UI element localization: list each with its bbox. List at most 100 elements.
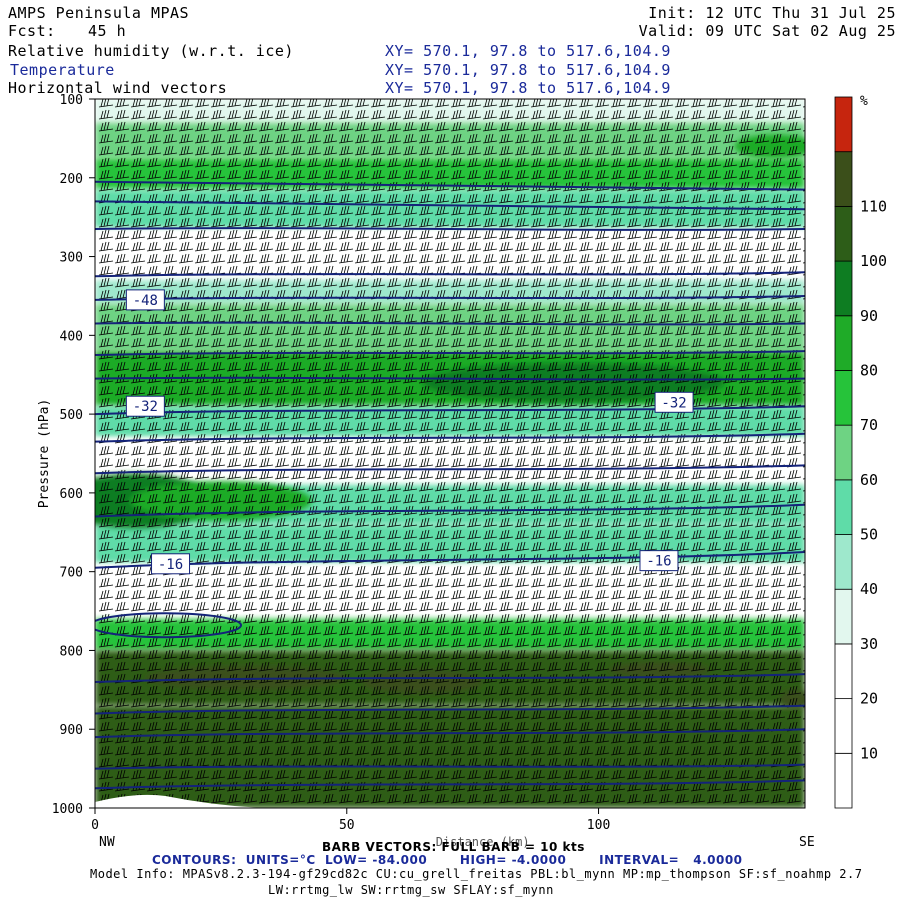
wind-barb [306, 253, 322, 264]
wind-barb [306, 169, 322, 180]
wind-barb [146, 253, 162, 264]
wind-barb [434, 637, 450, 648]
wind-barb [482, 721, 498, 732]
wind-barb [562, 277, 578, 288]
wind-barb [434, 661, 450, 672]
wind-barb [402, 793, 418, 804]
wind-barb [578, 433, 594, 444]
wind-barb [146, 457, 162, 468]
wind-barb [226, 361, 242, 372]
wind-barb [434, 313, 450, 324]
wind-barb [338, 169, 354, 180]
wind-barb [754, 589, 770, 600]
y-tick-label: 800 [60, 644, 83, 659]
wind-barb [370, 565, 386, 576]
wind-barb [274, 337, 290, 348]
field-xy-temperature: XY= 570.1, 97.8 to 517.6,104.9 [385, 61, 671, 79]
wind-barb [674, 205, 690, 216]
wind-barb [258, 709, 274, 720]
wind-barb [674, 517, 690, 528]
wind-barb [770, 385, 786, 396]
wind-barb [642, 481, 658, 492]
wind-barb [674, 253, 690, 264]
wind-barb [690, 661, 706, 672]
wind-barb [610, 349, 626, 360]
wind-barb [530, 361, 546, 372]
wind-barb [610, 99, 626, 108]
wind-barb [562, 505, 578, 516]
wind-barb [226, 469, 242, 480]
humidity-blob [361, 670, 483, 694]
wind-barb [242, 697, 258, 708]
wind-barb [338, 253, 354, 264]
wind-barb [562, 685, 578, 696]
wind-barb [690, 193, 706, 204]
wind-barb [146, 493, 162, 504]
wind-barb [178, 397, 194, 408]
wind-barb [178, 649, 194, 660]
wind-barb [450, 99, 466, 108]
wind-barb [450, 493, 466, 504]
wind-barb [546, 565, 562, 576]
wind-barb [626, 517, 642, 528]
wind-barb [434, 253, 450, 264]
wind-barb [322, 349, 338, 360]
wind-barb [418, 385, 434, 396]
wind-barb [482, 481, 498, 492]
wind-barb [690, 181, 706, 192]
wind-barb [130, 601, 146, 612]
wind-barb [306, 481, 322, 492]
wind-barb [354, 325, 370, 336]
wind-barb [706, 661, 722, 672]
wind-barb [338, 793, 354, 804]
wind-barb [114, 409, 130, 420]
wind-barb [98, 241, 114, 252]
wind-barb [306, 721, 322, 732]
wind-barb [658, 541, 674, 552]
wind-barb [786, 265, 802, 276]
wind-barb [418, 601, 434, 612]
wind-barb [146, 337, 162, 348]
wind-barb [578, 721, 594, 732]
wind-barb [578, 517, 594, 528]
wind-barb [626, 709, 642, 720]
colorbar-tick-label: 90 [860, 307, 878, 325]
wind-barb [450, 385, 466, 396]
wind-barb [562, 589, 578, 600]
wind-barb [146, 577, 162, 588]
wind-barb [130, 433, 146, 444]
wind-barb [514, 325, 530, 336]
wind-barb [674, 769, 690, 780]
wind-barb [402, 205, 418, 216]
wind-barb [386, 445, 402, 456]
wind-barb [642, 517, 658, 528]
y-tick-label: 500 [60, 408, 83, 423]
barb-note: BARB VECTORS: FULL BARB = 10 kts [322, 840, 585, 854]
wind-barb [146, 745, 162, 756]
wind-barb [306, 181, 322, 192]
wind-barb [754, 769, 770, 780]
wind-barb [162, 385, 178, 396]
wind-barb [338, 157, 354, 168]
wind-barb [466, 601, 482, 612]
wind-barb [162, 253, 178, 264]
wind-barb [194, 445, 210, 456]
wind-barb [770, 301, 786, 312]
wind-barb [514, 349, 530, 360]
wind-barb [546, 661, 562, 672]
wind-barb [722, 337, 738, 348]
wind-barb [562, 457, 578, 468]
wind-barb [226, 601, 242, 612]
temperature-contour [95, 432, 805, 443]
wind-barb [338, 241, 354, 252]
wind-barb [642, 541, 658, 552]
wind-barb [178, 637, 194, 648]
wind-barb [434, 385, 450, 396]
wind-barb [306, 385, 322, 396]
wind-barb [578, 409, 594, 420]
wind-barb [338, 577, 354, 588]
wind-barb [498, 697, 514, 708]
wind-barb [98, 697, 114, 708]
wind-barb [498, 481, 514, 492]
wind-barb [226, 517, 242, 528]
